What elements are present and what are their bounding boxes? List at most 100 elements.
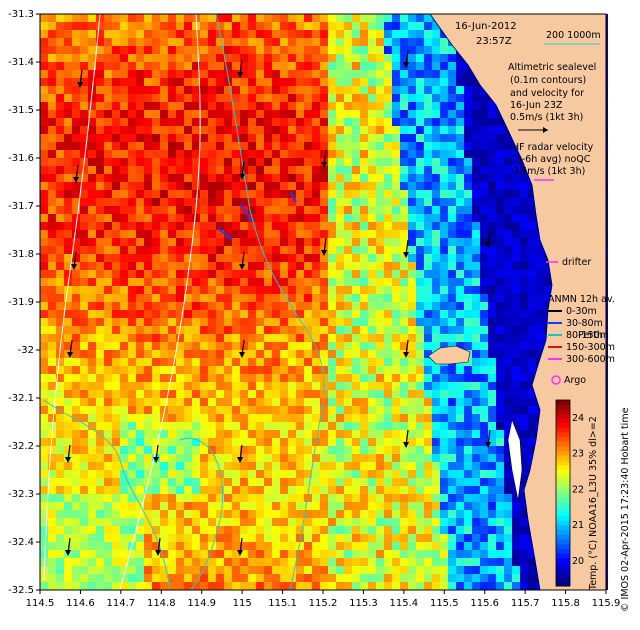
sst-cell — [304, 270, 312, 278]
sst-cell — [120, 534, 128, 542]
sst-cell — [120, 366, 128, 374]
sst-cell — [296, 254, 304, 262]
sst-cell — [352, 310, 360, 318]
sst-cell — [272, 62, 280, 70]
sst-cell — [184, 286, 192, 294]
sst-cell — [104, 246, 112, 254]
sst-cell — [72, 366, 80, 374]
sst-cell — [72, 446, 80, 454]
sst-cell — [376, 54, 384, 62]
sst-cell — [312, 430, 320, 438]
sst-cell — [344, 478, 352, 486]
sst-cell — [384, 438, 392, 446]
sst-cell — [344, 270, 352, 278]
sst-cell — [272, 126, 280, 134]
sst-cell — [48, 198, 56, 206]
sst-cell — [72, 270, 80, 278]
sst-cell — [96, 286, 104, 294]
sst-cell — [144, 334, 152, 342]
sst-cell — [56, 46, 64, 54]
sst-cell — [440, 486, 448, 494]
sst-cell — [264, 182, 272, 190]
sst-cell — [488, 254, 496, 262]
sst-cell — [208, 206, 216, 214]
sst-cell — [384, 414, 392, 422]
sst-cell — [496, 150, 504, 158]
sst-cell — [392, 46, 400, 54]
sst-cell — [432, 86, 440, 94]
sst-cell — [40, 310, 48, 318]
sst-cell — [472, 462, 480, 470]
sst-cell — [528, 206, 536, 214]
sst-cell — [152, 526, 160, 534]
sst-cell — [176, 54, 184, 62]
sst-cell — [200, 278, 208, 286]
sst-cell — [232, 374, 240, 382]
sst-cell — [96, 462, 104, 470]
sst-cell — [248, 94, 256, 102]
sst-cell — [88, 414, 96, 422]
sst-cell — [464, 382, 472, 390]
sst-cell — [352, 446, 360, 454]
sst-cell — [224, 30, 232, 38]
sst-cell — [176, 334, 184, 342]
sst-cell — [336, 262, 344, 270]
sst-cell — [248, 422, 256, 430]
sst-cell — [296, 22, 304, 30]
sst-cell — [312, 38, 320, 46]
sst-cell — [112, 134, 120, 142]
sst-cell — [160, 118, 168, 126]
sst-cell — [344, 350, 352, 358]
sst-cell — [56, 30, 64, 38]
sst-cell — [384, 46, 392, 54]
sst-cell — [184, 230, 192, 238]
sst-cell — [512, 422, 520, 430]
sst-cell — [312, 278, 320, 286]
sst-cell — [304, 558, 312, 566]
sst-cell — [240, 182, 248, 190]
sst-cell — [480, 278, 488, 286]
sst-cell — [248, 446, 256, 454]
sst-cell — [480, 478, 488, 486]
sst-cell — [432, 278, 440, 286]
sst-cell — [208, 62, 216, 70]
sst-cell — [184, 414, 192, 422]
sst-cell — [272, 534, 280, 542]
sst-cell — [40, 382, 48, 390]
sst-cell — [424, 30, 432, 38]
sst-cell — [128, 342, 136, 350]
sst-cell — [104, 166, 112, 174]
sst-cell — [512, 302, 520, 310]
sst-cell — [40, 54, 48, 62]
sst-cell — [104, 278, 112, 286]
sst-cell — [168, 142, 176, 150]
sst-cell — [232, 430, 240, 438]
sst-cell — [184, 374, 192, 382]
sst-cell — [328, 422, 336, 430]
sst-cell — [448, 230, 456, 238]
sst-cell — [472, 310, 480, 318]
sst-cell — [240, 62, 248, 70]
sst-cell — [272, 182, 280, 190]
sst-cell — [112, 438, 120, 446]
sst-cell — [64, 166, 72, 174]
sst-cell — [496, 470, 504, 478]
sst-cell — [104, 454, 112, 462]
sst-cell — [264, 174, 272, 182]
sst-cell — [144, 518, 152, 526]
sst-cell — [168, 62, 176, 70]
sst-cell — [200, 558, 208, 566]
sst-cell — [248, 510, 256, 518]
sst-cell — [328, 270, 336, 278]
sst-cell — [88, 166, 96, 174]
sst-cell — [72, 414, 80, 422]
sst-cell — [392, 486, 400, 494]
sst-cell — [432, 38, 440, 46]
sst-cell — [64, 254, 72, 262]
sst-cell — [160, 430, 168, 438]
sst-cell — [288, 310, 296, 318]
sst-cell — [336, 390, 344, 398]
sst-cell — [448, 62, 456, 70]
sst-cell — [120, 166, 128, 174]
sst-cell — [344, 438, 352, 446]
